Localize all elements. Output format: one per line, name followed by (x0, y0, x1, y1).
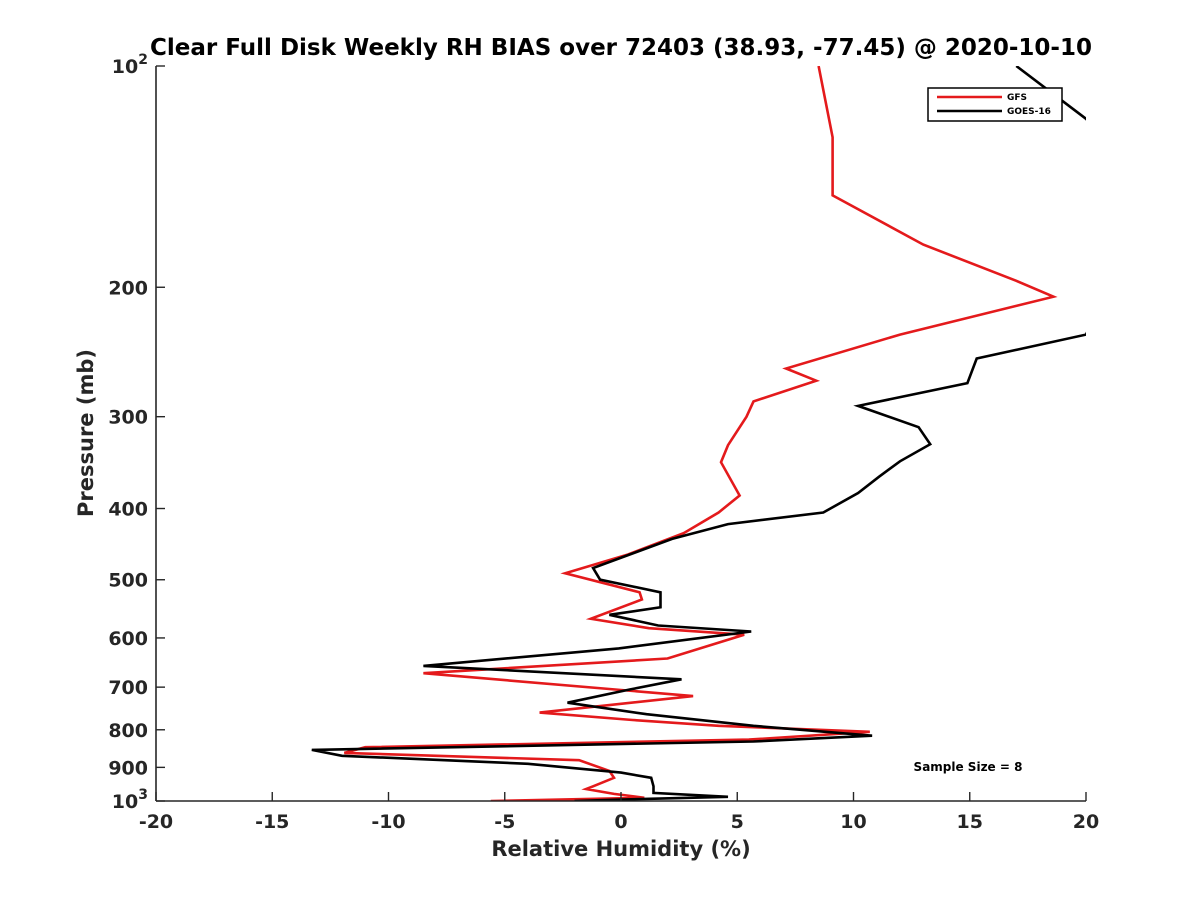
axes: -20 -15 -10 -5 0 5 10 15 20 102 200 300 400 500 600 700… (108, 52, 1099, 833)
legend-label: GFS (1007, 93, 1027, 103)
y-tick-label: 500 (108, 570, 148, 592)
x-tick-label: 0 (614, 811, 627, 833)
y-tick-label: 700 (108, 677, 148, 699)
x-tick-label: 15 (957, 811, 983, 833)
x-tick-label: -20 (139, 811, 173, 833)
x-tick-label: 10 (840, 811, 866, 833)
chart-title: Clear Full Disk Weekly RH BIAS over 7240… (150, 35, 1092, 61)
y-tick-label: 102 (112, 52, 148, 78)
series-line-goes-16 (311, 66, 1086, 801)
series-line-gfs (343, 66, 1058, 801)
y-axis-label: Pressure (mb) (74, 349, 98, 517)
y-tick-label: 103 (112, 787, 148, 813)
y-tick-label: 300 (108, 407, 148, 429)
legend-label: GOES-16 (1007, 107, 1051, 117)
x-tick-label: 5 (731, 811, 744, 833)
y-tick-label: 900 (108, 757, 148, 779)
series-layer (311, 66, 1086, 801)
y-tick-label: 200 (108, 277, 148, 299)
x-tick-label: 20 (1073, 811, 1099, 833)
x-axis-label: Relative Humidity (%) (491, 837, 750, 861)
x-tick-label: -15 (255, 811, 289, 833)
y-tick-label: 800 (108, 720, 148, 742)
x-tick-label: -10 (371, 811, 405, 833)
y-tick-label: 400 (108, 499, 148, 521)
y-tick-label: 600 (108, 628, 148, 650)
sample-size-annotation: Sample Size = 8 (914, 760, 1023, 774)
legend: GFS GOES-16 (927, 87, 1063, 122)
x-tick-label: -5 (494, 811, 515, 833)
